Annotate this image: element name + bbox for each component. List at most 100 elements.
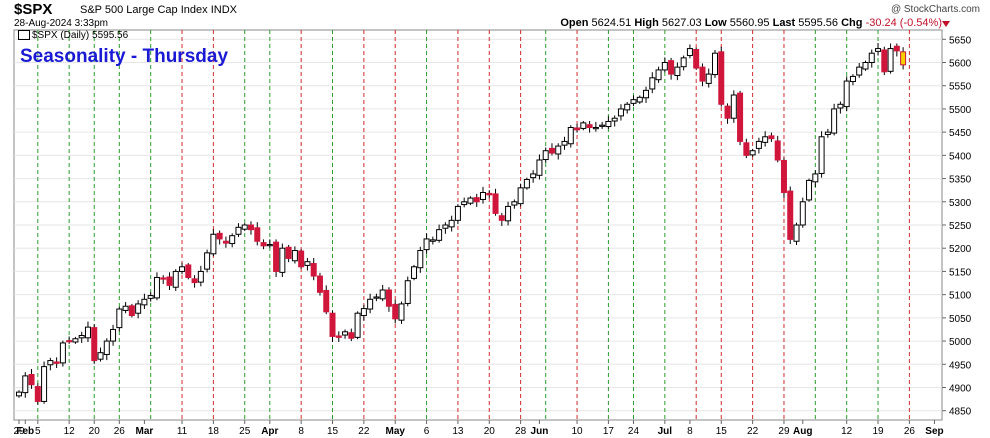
candle-body — [636, 96, 643, 103]
candle-body — [492, 193, 499, 214]
candle-body — [875, 48, 882, 52]
candle-body — [743, 142, 750, 156]
candle-body — [693, 49, 700, 69]
last-label: Last — [772, 17, 796, 29]
candle-body — [360, 308, 367, 317]
candle-body — [72, 338, 79, 343]
candle-body — [542, 150, 549, 161]
candle-body — [210, 233, 217, 255]
candle-body — [480, 192, 486, 200]
candle-body — [147, 295, 154, 299]
candle-body — [749, 150, 756, 156]
candle-body — [473, 197, 480, 203]
candle-body — [718, 51, 725, 105]
chg-value: -30.24 (-0.54%) — [865, 17, 942, 29]
candle-body — [160, 277, 167, 280]
candle-body — [128, 305, 135, 317]
candle-body — [235, 226, 242, 235]
candle-body — [574, 127, 581, 131]
quote-summary: Open 5624.51 High 5627.03 Low 5560.95 La… — [560, 17, 942, 29]
y-tick-label: 5600 — [949, 59, 972, 70]
candle-body — [868, 52, 875, 64]
x-tick-label: 26 — [114, 426, 126, 437]
candle-body — [335, 335, 342, 338]
candle-body — [342, 331, 349, 336]
candle-body — [16, 391, 22, 397]
candle-body — [442, 224, 449, 229]
candle-body — [266, 244, 273, 247]
candle-body — [304, 261, 311, 266]
candle-body — [78, 335, 85, 339]
candle-body — [254, 227, 261, 242]
x-tick-label: Jun — [531, 426, 549, 437]
x-tick-label: 17 — [603, 426, 615, 437]
index-full-name: S&P 500 Large Cap Index — [80, 4, 208, 16]
candle-body — [310, 263, 317, 277]
candle-body — [806, 179, 813, 201]
y-tick-label: 4850 — [949, 407, 972, 418]
candle-body — [849, 75, 856, 83]
candle-body — [793, 224, 800, 242]
candle-body — [505, 205, 512, 222]
candle-body — [530, 173, 537, 179]
candle-body — [787, 190, 794, 240]
candle-body — [780, 159, 787, 193]
x-tick-label: 15 — [327, 426, 339, 437]
open-label: Open — [560, 17, 589, 29]
candle-body — [548, 147, 555, 154]
candle-body — [298, 250, 305, 268]
candle-body — [222, 240, 229, 244]
candle-body — [799, 201, 806, 226]
candle-body — [279, 247, 286, 273]
x-tick-label: Mar — [136, 426, 154, 437]
candle-body — [824, 131, 831, 135]
high-label: High — [634, 17, 659, 29]
candle-body — [248, 224, 254, 231]
x-tick-label: Feb — [16, 426, 34, 437]
candle-body — [668, 60, 675, 75]
candle-body — [103, 340, 110, 356]
candle-body — [354, 312, 361, 338]
candle-body — [47, 360, 54, 366]
x-tick-label: 15 — [716, 426, 728, 437]
candle-body — [592, 127, 599, 130]
candle-body — [404, 280, 411, 304]
candle-body — [204, 252, 211, 270]
candle-body — [241, 224, 248, 230]
candle-body — [580, 122, 587, 129]
candle-body — [84, 326, 91, 339]
candle-body — [630, 99, 637, 104]
x-tick-label: 12 — [64, 426, 76, 437]
candle-body — [229, 235, 236, 245]
candle-body — [385, 289, 392, 307]
candle-body — [674, 66, 681, 77]
down-arrow-icon — [942, 21, 950, 27]
low-label: Low — [704, 17, 727, 29]
y-tick-label: 5650 — [949, 35, 972, 46]
y-tick-label: 5000 — [949, 337, 972, 348]
x-tick-label: 22 — [358, 426, 370, 437]
candle-body — [91, 327, 98, 362]
candle-body — [586, 124, 593, 129]
candle-body — [655, 69, 662, 81]
chg-label: Chg — [841, 17, 863, 29]
candle-body — [643, 89, 650, 99]
candle-body — [429, 239, 436, 242]
candle-body — [555, 145, 562, 155]
candle-body — [705, 73, 712, 84]
candle-body — [461, 201, 468, 206]
x-tick-label: 18 — [208, 426, 220, 437]
candle-body — [41, 366, 48, 402]
x-tick-label: 12 — [841, 426, 853, 437]
y-tick-label: 5100 — [949, 291, 972, 302]
x-tick-label: 8 — [298, 426, 304, 437]
candle-body — [172, 270, 179, 288]
candle-body — [843, 80, 850, 108]
candle-body — [398, 303, 405, 321]
candle-body — [686, 48, 693, 57]
candle-body — [881, 49, 888, 73]
chart-header: $SPX S&P 500 Large Cap Index INDX 28-Aug… — [0, 0, 990, 30]
candle-body — [59, 342, 66, 364]
candle-body — [260, 242, 267, 247]
quote-date: 28-Aug-2024 3:33pm — [14, 18, 108, 29]
